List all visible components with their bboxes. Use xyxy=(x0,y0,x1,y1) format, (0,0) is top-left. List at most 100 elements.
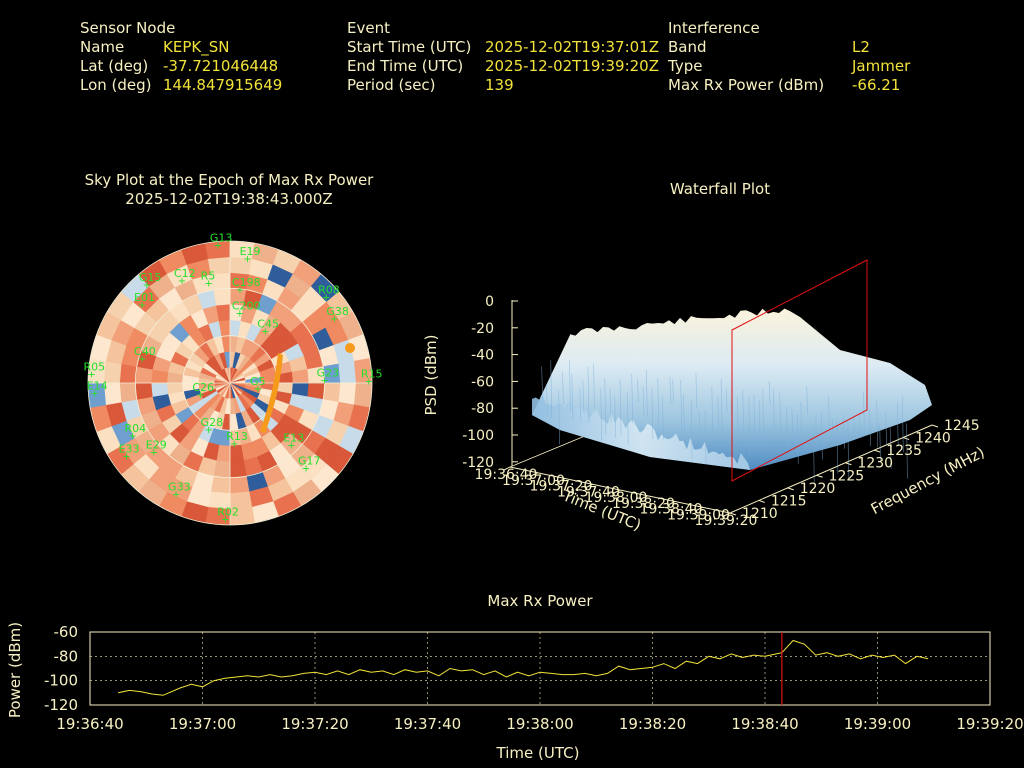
skyplot-cell xyxy=(216,303,231,322)
waterfall-surface-streak xyxy=(662,395,664,440)
sensor-lat-value: -37.721046448 xyxy=(163,57,279,75)
skyplot-satellite-marker: + xyxy=(322,292,330,303)
waterfall-time-tick xyxy=(503,466,511,471)
skyplot-satellite-label: R13 xyxy=(226,430,248,443)
waterfall-epoch-plane xyxy=(731,259,868,482)
waterfall-freq-tick-label: 1210 xyxy=(742,506,778,522)
skyplot-satellite-label: C45 xyxy=(257,318,279,331)
interference-band-value: L2 xyxy=(852,38,870,56)
waterfall-surface-streak xyxy=(609,388,612,423)
waterfall-surface-streak xyxy=(758,400,761,448)
sensor-name-label: Name xyxy=(80,38,125,56)
skyplot-satellite-label: R08 xyxy=(318,283,340,296)
skyplot-satellite-marker: + xyxy=(243,254,251,265)
skyplot-satellite-marker: + xyxy=(236,285,244,296)
waterfall-surface-streak xyxy=(582,380,585,412)
line-chart-xtick-label: 19:37:40 xyxy=(394,715,461,733)
waterfall-surface-streak xyxy=(541,366,543,398)
waterfall-freq-tick-label: 1215 xyxy=(771,493,807,509)
waterfall-surface-streak xyxy=(896,402,899,447)
skyplot-cell xyxy=(291,369,310,384)
waterfall-time-tick xyxy=(613,489,621,494)
waterfall-surface-streak xyxy=(859,413,861,434)
waterfall-surface-streak xyxy=(720,379,723,437)
waterfall-surface-streak xyxy=(695,373,698,409)
waterfall-surface-streak xyxy=(748,396,751,454)
skyplot-satellite-label: C40 xyxy=(134,345,156,358)
waterfall-time-tick-label: 19:37:20 xyxy=(530,479,593,495)
waterfall-surface-streak xyxy=(626,392,629,445)
skyplot-satellite-marker: + xyxy=(230,439,238,450)
skyplot-satellite-marker: + xyxy=(90,388,98,399)
skyplot-satellite-marker: + xyxy=(320,376,328,387)
waterfall-surface-streak xyxy=(711,386,714,436)
skyplot-satellite-marker: + xyxy=(214,241,222,252)
skyplot-satellite-label: C26 xyxy=(192,381,214,394)
skyplot-cell xyxy=(135,382,153,400)
waterfall-surface-streak xyxy=(550,360,553,419)
skyplot-satellite-label: E14 xyxy=(87,379,108,392)
waterfall-surface-streak xyxy=(821,413,823,460)
skyplot-satellite-label: G23 xyxy=(317,367,340,380)
line-chart-series-line xyxy=(117,639,929,696)
skyplot-satellite-label: G33 xyxy=(168,481,191,494)
waterfall-surface-streak xyxy=(772,389,775,429)
waterfall-time-tick-label: 19:38:00 xyxy=(585,490,648,506)
skyplot-cell xyxy=(88,382,106,408)
waterfall-surface-streak xyxy=(642,385,645,417)
waterfall-surface-streak xyxy=(815,415,818,448)
skyplot-satellite-label: R5 xyxy=(201,270,216,283)
line-chart-title: Max Rx Power xyxy=(487,592,593,610)
waterfall-surface-streak xyxy=(768,381,771,405)
skyplot-title: Sky Plot at the Epoch of Max Rx Power xyxy=(84,171,374,189)
skyplot-satellite-label: R04 xyxy=(124,422,146,435)
skyplot: +G13+E19+G15 +C12+R5+C198+E01 +R08+G38+C20… xyxy=(83,232,382,526)
waterfall-surface-streak xyxy=(571,373,574,420)
interference-heading: Interference xyxy=(668,19,760,37)
waterfall-surface-streak xyxy=(836,419,839,474)
waterfall-surface-streak xyxy=(619,379,622,435)
skyplot-satellite-marker: + xyxy=(178,276,186,287)
event-end-label: End Time (UTC) xyxy=(347,57,464,75)
skyplot-satellite-marker: + xyxy=(287,440,295,451)
waterfall-time-tick-label: 19:38:20 xyxy=(612,496,675,512)
skyplot-satellite-label: G17 xyxy=(298,454,321,467)
skyplot-satellite-marker: + xyxy=(302,463,310,474)
waterfall-surface-streak xyxy=(906,423,908,479)
waterfall-surface-streak xyxy=(600,388,603,441)
waterfall-freq-tick xyxy=(902,437,910,441)
waterfall-time-tick xyxy=(558,478,566,482)
event-end-value: 2025-12-02T19:39:20Z xyxy=(485,57,659,75)
waterfall-time-tick xyxy=(696,506,703,511)
line-chart-xtick-label: 19:38:40 xyxy=(731,715,798,733)
waterfall-axes xyxy=(503,300,939,517)
skyplot-satellites: +G13+E19+G15 +C12+R5+C198+E01 +R08+G38+C20… xyxy=(83,232,382,526)
waterfall-freq-tick xyxy=(758,499,766,503)
waterfall-freq-tick-label: 1230 xyxy=(857,456,893,472)
waterfall-surface-streak xyxy=(762,390,765,449)
skyplot-satellite-label: G38 xyxy=(326,305,349,318)
skyplot-cell xyxy=(229,460,247,478)
waterfall-surface-streak xyxy=(796,414,799,464)
waterfall-surface-streak xyxy=(690,400,693,460)
skyplot-satellite-label: R05 xyxy=(83,360,105,373)
waterfall-surface-streak xyxy=(863,392,865,427)
waterfall-freq-tick-label: 1245 xyxy=(944,418,980,434)
waterfall-freq-tick-label: 1240 xyxy=(915,431,951,447)
waterfall-surface-streak xyxy=(637,379,639,403)
waterfall-surface-streak xyxy=(806,386,809,415)
waterfall-surface-streak xyxy=(725,388,728,412)
line-chart-series xyxy=(117,632,929,705)
skyplot-cell xyxy=(338,382,357,406)
line-chart-xtick-label: 19:38:00 xyxy=(506,715,573,733)
interference-power-value: -66.21 xyxy=(852,76,901,94)
line-chart-ytick-label: -60 xyxy=(54,623,79,641)
skyplot-cell xyxy=(213,288,231,306)
sensor-lat-label: Lat (deg) xyxy=(80,57,149,75)
event-period-value: 139 xyxy=(485,76,514,94)
skyplot-satellite-marker: + xyxy=(330,314,338,325)
sensor-node-heading: Sensor Node xyxy=(80,19,176,37)
skyplot-track-segment xyxy=(260,353,283,433)
line-chart-ylabel: Power (dBm) xyxy=(6,622,24,718)
waterfall-epoch-plane-outline xyxy=(731,259,868,482)
